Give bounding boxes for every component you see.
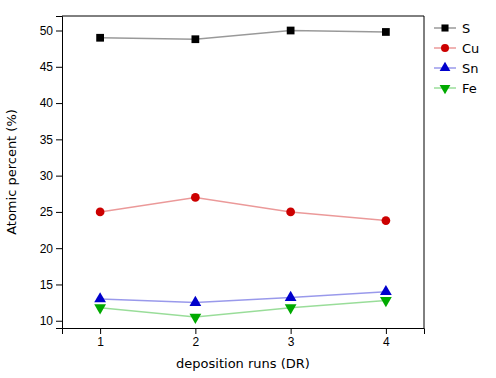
series (94, 297, 392, 324)
y-tick: 15 (40, 278, 62, 292)
point (96, 34, 104, 42)
y-tick-label: 20 (40, 242, 54, 256)
x-tick-mark (291, 328, 292, 334)
series (96, 193, 391, 225)
point (382, 216, 391, 225)
legend: S Cu Sn Fe (434, 21, 479, 96)
y-tick-mark (56, 103, 62, 104)
point (285, 304, 297, 314)
legend-symbol (441, 44, 449, 52)
legend-label: Cu (462, 41, 479, 56)
x-tick-label: 2 (193, 335, 200, 349)
point (382, 28, 390, 36)
y-tick: 35 (40, 133, 62, 147)
y-tick-mark (56, 31, 62, 32)
frame-right (424, 16, 425, 328)
y-tick-label: 25 (40, 205, 54, 219)
y-tick-label: 10 (40, 314, 54, 328)
legend-item: S (434, 21, 470, 36)
y-tick-mark (56, 176, 62, 177)
chart: 1 2 3 4 10 15 20 25 30 35 40 45 50 deposition runs (D… (0, 0, 496, 378)
x-tick-label: 1 (97, 335, 104, 349)
x-tick-label: 4 (383, 335, 390, 349)
legend-label: S (462, 21, 470, 36)
y-tick-mark (56, 139, 62, 140)
x-tick-mark (100, 328, 101, 334)
point (287, 27, 295, 35)
series-line (100, 197, 386, 220)
series-line (100, 292, 386, 303)
x-axis-line (63, 329, 425, 335)
plot: 1 2 3 4 10 15 20 25 30 35 40 45 50 (40, 16, 425, 349)
legend-label: Fe (462, 81, 477, 96)
x-tick: 2 (193, 328, 200, 349)
x-axis: 1 2 3 4 (63, 328, 425, 349)
x-tick-mark (195, 328, 196, 334)
y-tick: 40 (40, 96, 62, 110)
point (191, 193, 200, 202)
y-tick-label: 15 (40, 278, 54, 292)
y-tick: 30 (40, 169, 62, 183)
point (286, 208, 295, 217)
x-tick: 3 (288, 328, 295, 349)
y-tick-label: 35 (40, 133, 54, 147)
y-tick: 25 (40, 205, 62, 219)
y-tick-label: 40 (40, 96, 54, 110)
y-tick-mark (56, 212, 62, 213)
y-tick-mark (56, 67, 62, 68)
y-tick: 10 (40, 314, 62, 328)
legend-item: Fe (434, 81, 477, 96)
x-tick-mark (386, 328, 387, 334)
series-line (100, 300, 386, 317)
y-tick: 50 (40, 24, 62, 38)
x-tick-label: 3 (288, 335, 295, 349)
point (189, 314, 201, 324)
y-tick: 20 (40, 242, 62, 256)
y-axis: 10 15 20 25 30 35 40 45 50 (40, 17, 63, 329)
y-axis-line (56, 17, 63, 329)
y-tick-mark (56, 321, 62, 322)
y-tick-label: 30 (40, 169, 54, 183)
x-tick: 4 (383, 328, 390, 349)
y-tick: 45 (40, 60, 62, 74)
point (94, 304, 106, 314)
legend-label: Sn (462, 61, 479, 76)
marks (94, 27, 392, 324)
legend-item: Sn (434, 61, 479, 76)
point (285, 291, 297, 301)
legend-item: Cu (434, 41, 479, 56)
point (94, 292, 106, 302)
point (380, 297, 392, 307)
series (96, 27, 390, 43)
series-line (100, 31, 386, 40)
y-tick-mark (56, 284, 62, 285)
legend-symbol (441, 24, 448, 31)
legend-symbol (440, 85, 451, 94)
y-tick-mark (56, 248, 62, 249)
legend-symbol (440, 62, 451, 71)
point (189, 296, 201, 306)
point (191, 35, 199, 43)
frame-top (62, 16, 424, 17)
point (96, 208, 105, 217)
x-axis-title: deposition runs (DR) (176, 356, 310, 371)
point (380, 285, 392, 295)
y-tick-label: 50 (40, 24, 54, 38)
x-tick: 1 (97, 328, 104, 349)
y-axis-title: Atomic percent (%) (4, 109, 19, 235)
y-tick-label: 45 (40, 60, 54, 74)
